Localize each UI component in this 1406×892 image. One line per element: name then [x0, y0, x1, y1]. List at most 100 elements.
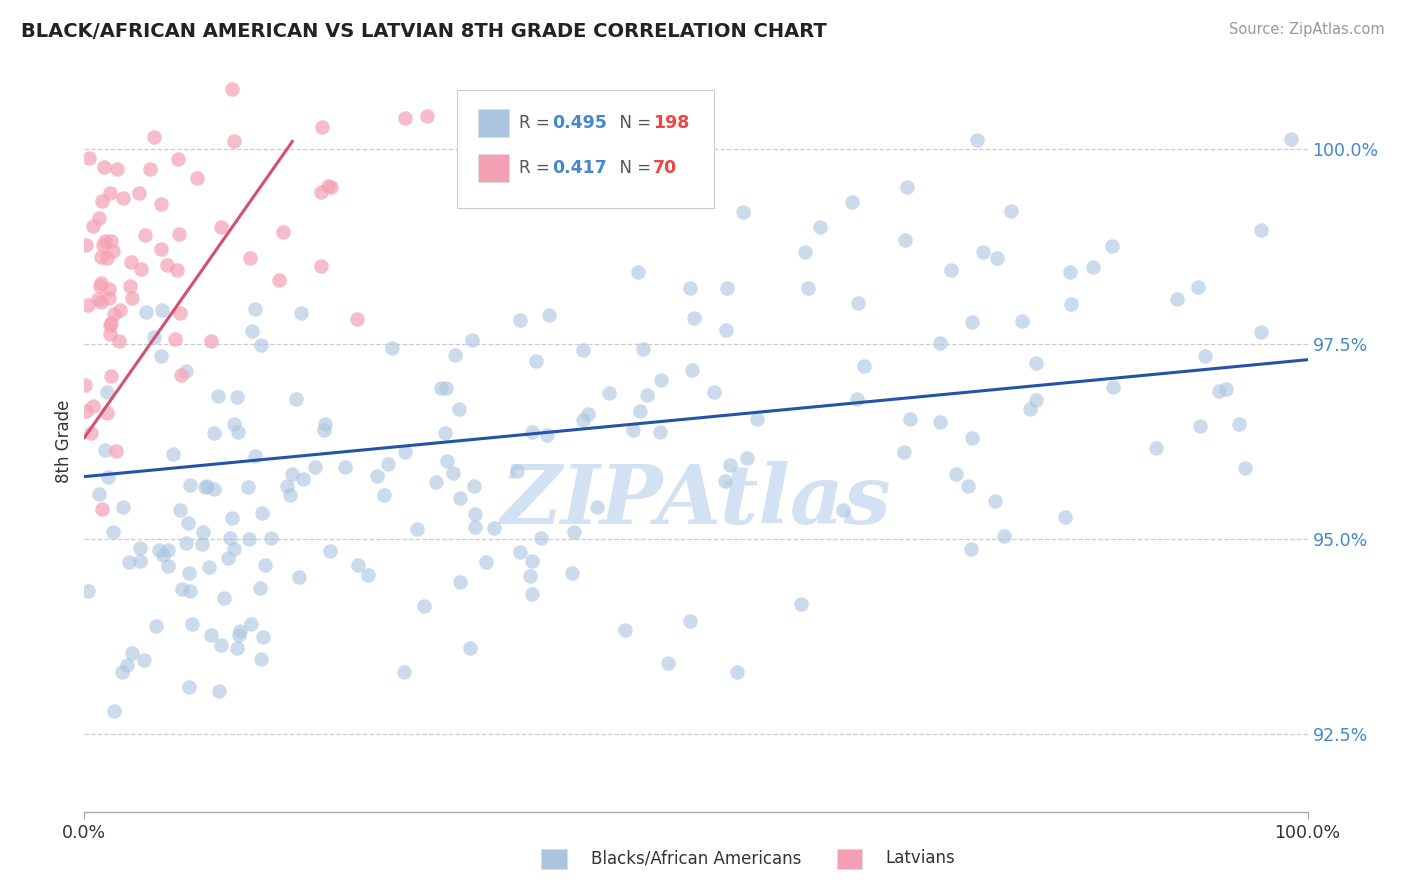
Point: [120, 255, 142, 269]
Point: [1215, 382, 1237, 396]
Point: [1060, 297, 1083, 311]
Point: [894, 233, 917, 247]
Point: [538, 309, 561, 323]
Text: N =: N =: [609, 159, 657, 177]
Point: [898, 412, 921, 426]
Point: [562, 524, 585, 539]
Point: [319, 180, 342, 194]
Point: [143, 130, 166, 145]
Point: [357, 568, 380, 582]
Point: [346, 312, 368, 326]
Point: [90, 277, 112, 291]
Point: [174, 364, 197, 378]
Point: [77, 151, 100, 165]
Point: [464, 508, 486, 522]
Point: [314, 423, 336, 437]
Point: [509, 312, 531, 326]
Point: [377, 458, 399, 472]
Point: [271, 225, 294, 239]
Point: [1053, 509, 1076, 524]
Point: [648, 425, 671, 439]
Point: [98, 327, 121, 342]
Point: [703, 384, 725, 399]
Point: [650, 373, 672, 387]
Point: [100, 234, 122, 248]
Point: [148, 543, 170, 558]
Point: [209, 638, 232, 652]
Point: [101, 525, 124, 540]
Point: [1000, 204, 1022, 219]
Point: [91, 238, 114, 252]
Point: [238, 532, 260, 546]
Point: [287, 570, 309, 584]
Point: [221, 510, 243, 524]
Point: [333, 460, 356, 475]
Point: [412, 599, 434, 614]
Point: [243, 450, 266, 464]
Point: [790, 597, 813, 611]
Point: [745, 412, 768, 426]
Point: [733, 205, 755, 219]
Point: [621, 423, 644, 437]
Point: [200, 334, 222, 349]
Text: Latvians: Latvians: [886, 849, 956, 867]
Point: [90, 194, 112, 209]
Point: [200, 628, 222, 642]
Point: [198, 560, 221, 574]
Point: [135, 305, 157, 319]
Point: [1250, 325, 1272, 339]
Point: [1208, 384, 1230, 398]
Point: [75, 378, 97, 392]
Point: [280, 488, 302, 502]
Point: [191, 524, 214, 539]
Point: [285, 392, 308, 406]
Point: [82, 399, 104, 413]
Point: [966, 133, 988, 147]
Point: [896, 179, 918, 194]
Point: [103, 307, 125, 321]
Point: [134, 227, 156, 242]
Point: [458, 640, 481, 655]
Point: [381, 341, 404, 355]
Point: [97, 469, 120, 483]
Point: [627, 265, 650, 279]
Point: [808, 219, 831, 234]
Point: [163, 332, 186, 346]
Point: [170, 582, 193, 597]
Point: [177, 566, 200, 581]
Point: [846, 296, 869, 310]
Point: [464, 520, 486, 534]
Point: [129, 261, 152, 276]
Point: [449, 574, 471, 589]
Point: [267, 273, 290, 287]
Point: [735, 451, 758, 466]
Point: [586, 500, 609, 514]
Point: [167, 152, 190, 166]
Point: [157, 559, 180, 574]
Point: [1279, 132, 1302, 146]
Point: [392, 665, 415, 680]
Point: [202, 426, 225, 441]
Text: R =: R =: [519, 159, 554, 177]
Point: [1059, 265, 1081, 279]
Point: [191, 536, 214, 550]
Point: [509, 544, 531, 558]
Point: [572, 343, 595, 357]
Point: [186, 170, 208, 185]
Point: [89, 211, 111, 225]
Point: [366, 469, 388, 483]
Point: [394, 111, 416, 125]
Point: [309, 185, 332, 199]
Text: R =: R =: [519, 114, 554, 132]
Text: 0.417: 0.417: [551, 159, 606, 177]
Point: [929, 415, 952, 429]
Point: [725, 665, 748, 679]
Point: [143, 330, 166, 344]
Point: [177, 680, 200, 694]
Point: [394, 445, 416, 459]
Point: [207, 388, 229, 402]
Text: 0.495: 0.495: [551, 114, 606, 132]
Point: [475, 555, 498, 569]
Point: [149, 197, 172, 211]
Point: [170, 368, 193, 382]
